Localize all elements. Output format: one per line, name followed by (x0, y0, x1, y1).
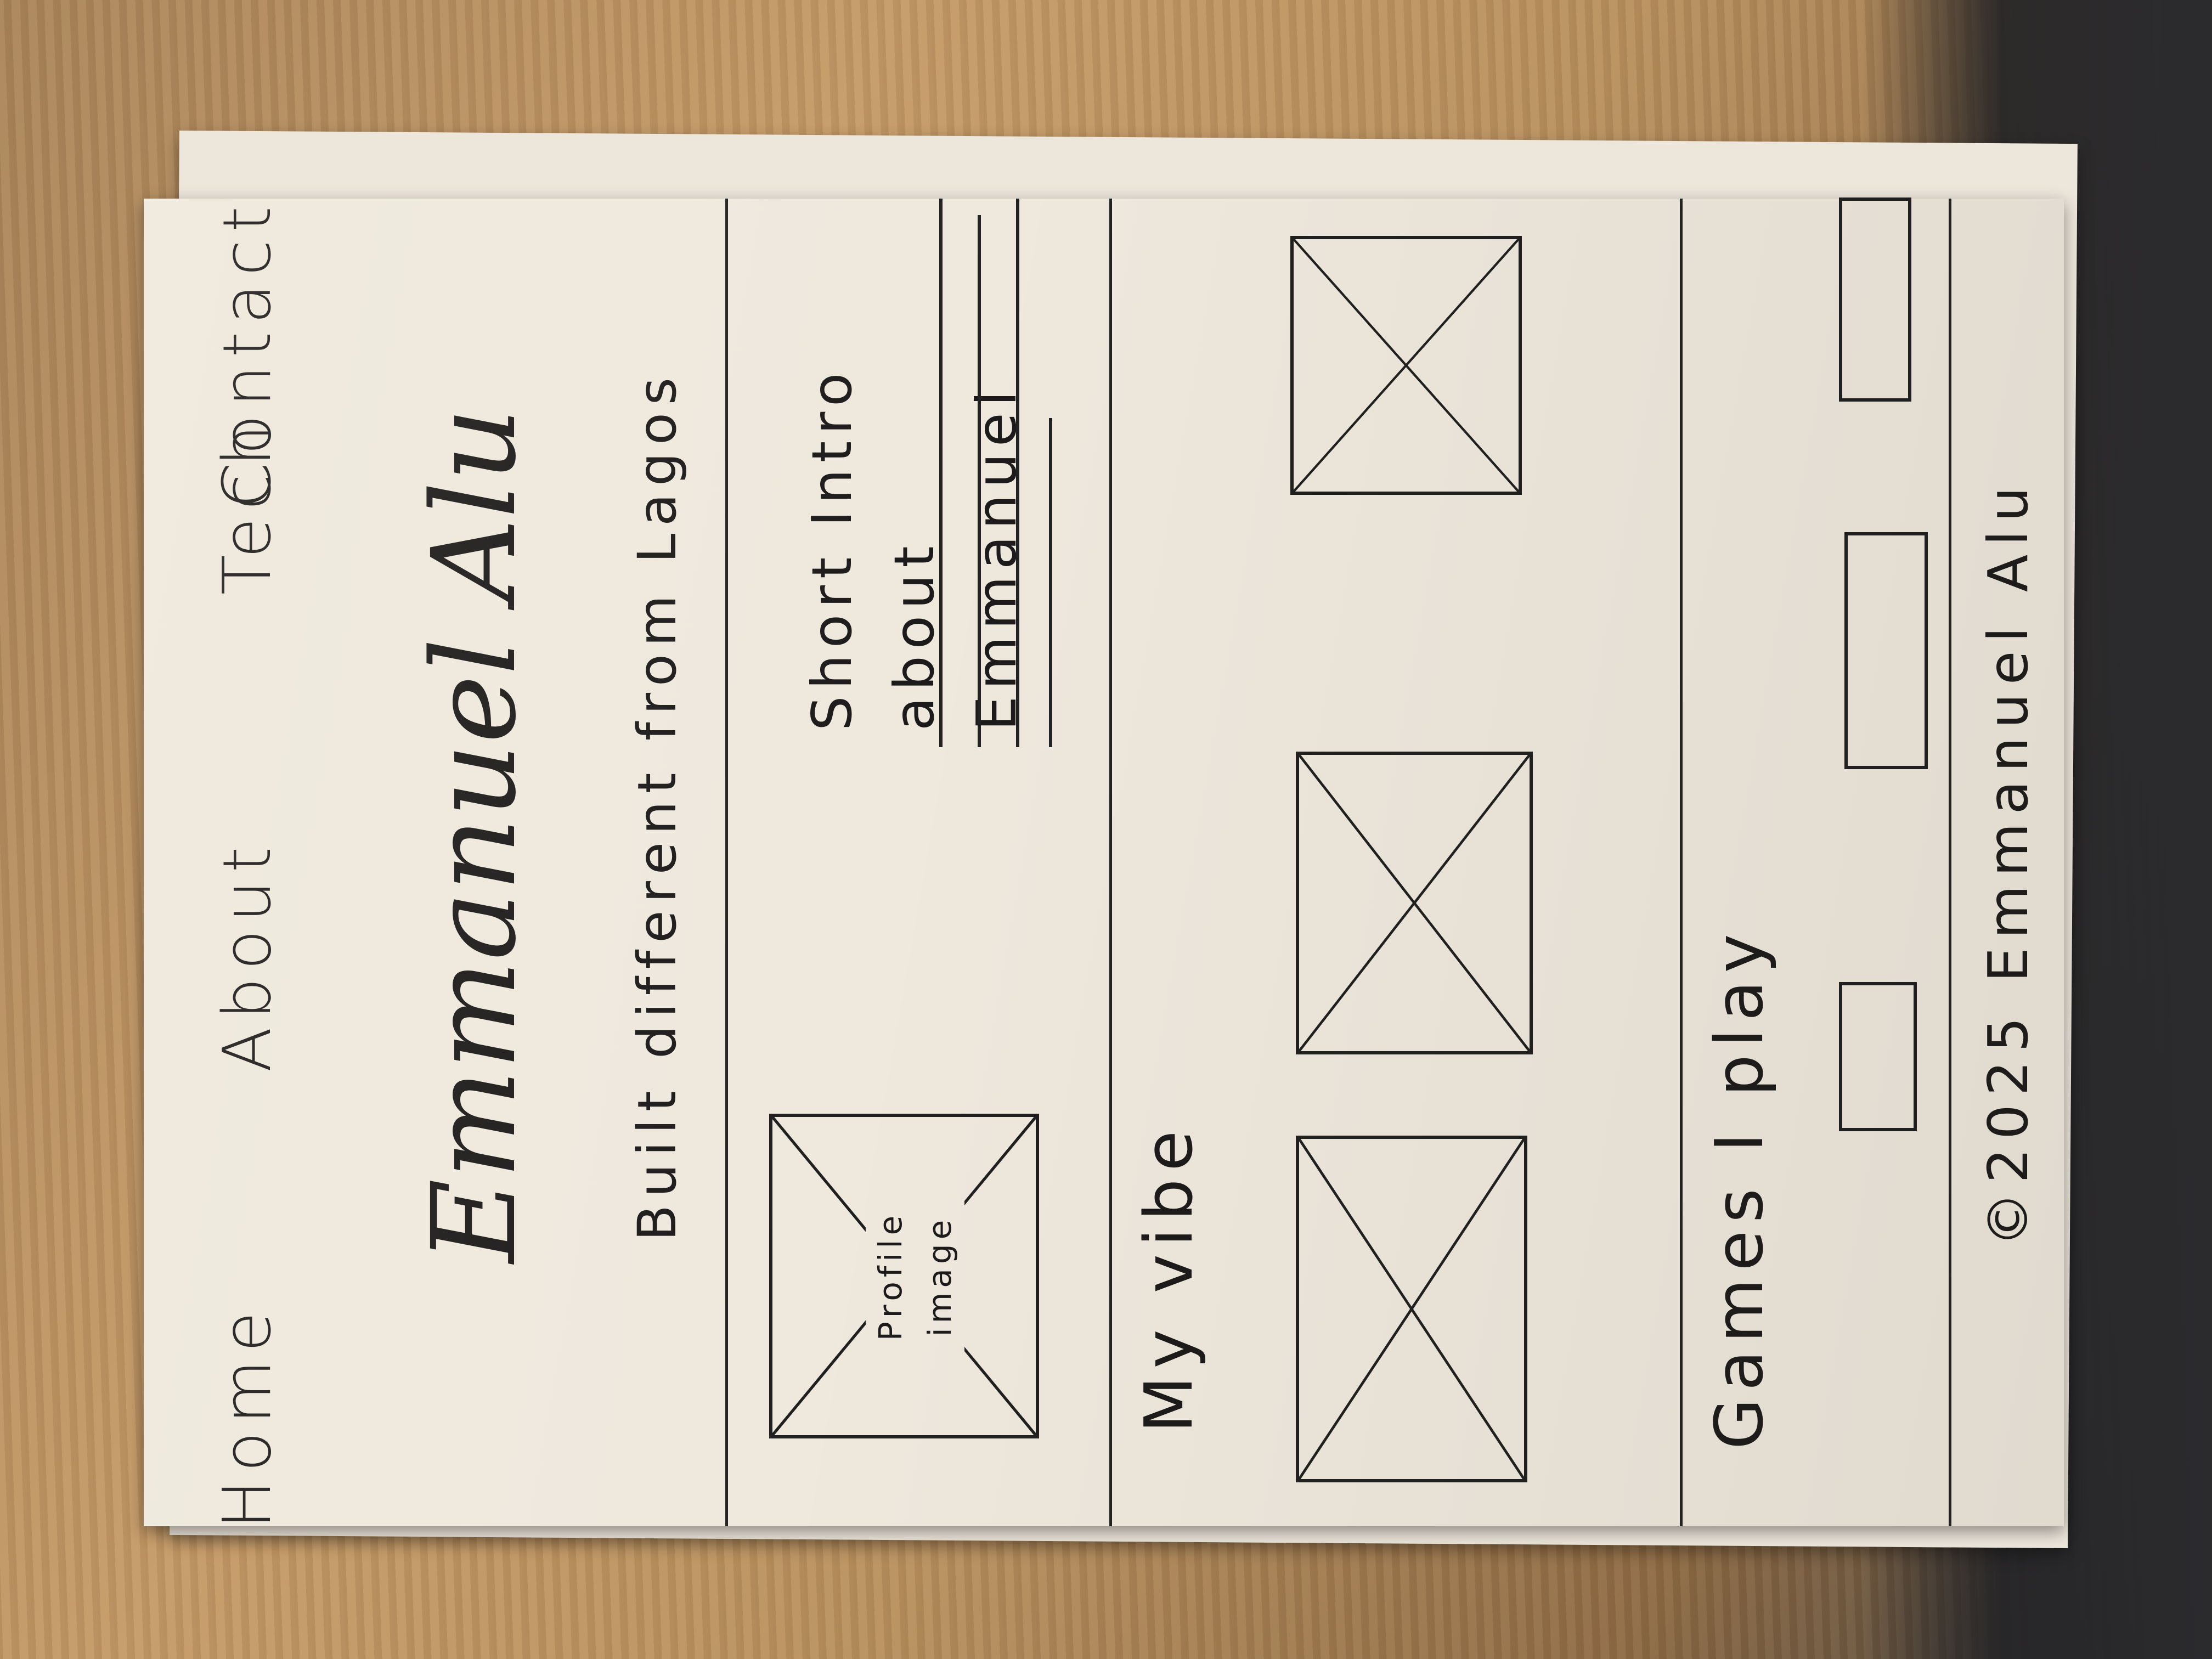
text-line (978, 215, 981, 747)
section-divider (1949, 199, 1951, 1526)
vibe-title: My vibe (1131, 1122, 1207, 1433)
intro-heading-line-1: Short Intro (800, 366, 864, 731)
nav-item-home[interactable]: Home (210, 1304, 286, 1530)
section-divider (725, 199, 728, 1526)
nav-bar: Home About Tech Contact (166, 199, 286, 1530)
games-title: Games I play (1702, 926, 1778, 1449)
text-line (1016, 199, 1019, 747)
placeholder-cross-icon (1294, 239, 1519, 492)
game-card[interactable] (1839, 198, 1911, 402)
wireframe-page: Home About Tech Contact Emmanuel Alu Bui… (144, 198, 2064, 1530)
hero-tagline: Built different from Lagos (627, 370, 688, 1241)
profile-image-label-2: image (921, 1215, 958, 1337)
text-line (1049, 418, 1052, 747)
nav-item-about[interactable]: About (210, 839, 286, 1073)
profile-image-label: Profile (872, 1211, 909, 1341)
vibe-image-placeholder (1290, 236, 1522, 495)
vibe-image-placeholder (1296, 1136, 1527, 1482)
placeholder-cross-icon (1299, 1139, 1524, 1479)
section-divider (1680, 199, 1683, 1526)
footer-copyright: ©2025 Emmanuel Alu (1976, 478, 2040, 1247)
intro-heading-line-2: about Emmanuel (882, 384, 1029, 731)
placeholder-cross-icon (1299, 755, 1530, 1051)
vibe-image-placeholder (1296, 752, 1533, 1054)
game-card[interactable] (1844, 532, 1928, 769)
hero-name: Emmanuel Alu (407, 407, 541, 1263)
nav-item-contact[interactable]: Contact (210, 199, 286, 509)
section-divider (1109, 199, 1112, 1526)
game-card[interactable] (1839, 982, 1917, 1131)
paper-sheet (144, 199, 2064, 1526)
intro-heading: Short Intro about Emmanuel (791, 199, 1038, 731)
profile-image-placeholder: Profile image (769, 1114, 1039, 1438)
text-line (939, 199, 943, 747)
